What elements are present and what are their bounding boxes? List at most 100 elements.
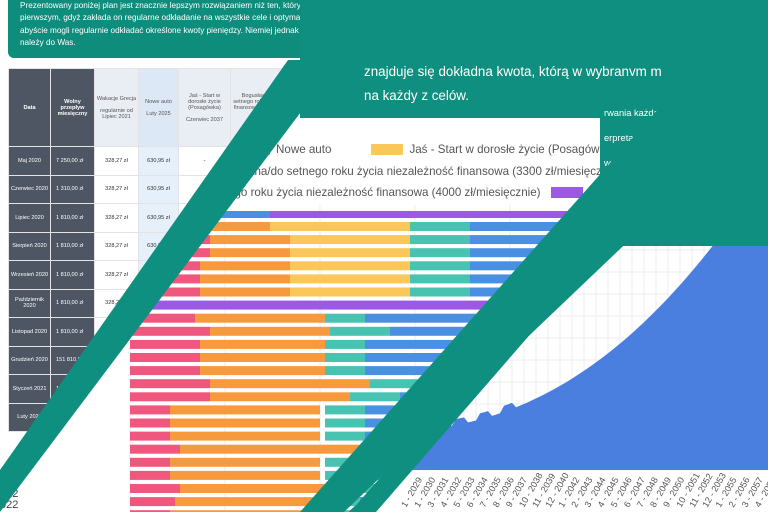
bar-segment-teal[interactable] — [315, 497, 360, 507]
bar-segment-yellow[interactable] — [290, 235, 410, 245]
bar-segment-blue[interactable] — [365, 366, 485, 376]
bar-segment-pink[interactable] — [130, 497, 175, 507]
bar-segment-orange[interactable] — [180, 484, 350, 493]
col-header-car: Nowe auto Luty 2025 — [138, 68, 179, 147]
bar-segment-teal[interactable] — [410, 261, 470, 271]
cell-car: 630,95 zł — [138, 203, 179, 233]
bar-segment-teal[interactable] — [410, 287, 470, 297]
cell-free-cash: 1 810,00 zł — [50, 317, 95, 347]
bar-segment-yellow[interactable] — [270, 222, 410, 231]
table-note-line: abyście mogli regularnie odkładać określ… — [20, 25, 299, 35]
cell-holiday: 328,27 zł — [94, 174, 139, 204]
bar-segment-teal[interactable] — [325, 339, 365, 349]
legend-label: Nowe auto — [276, 143, 332, 156]
bar-segment-orange[interactable] — [200, 366, 325, 376]
bars-note-line: m myszy na wybrany słupek pojawi się szc… — [364, 16, 667, 31]
col-header-holiday: Wakacje Grecja regularnie od Lipiec 2021 — [94, 68, 139, 147]
bar-segment-pink[interactable] — [130, 326, 210, 336]
table-note-line: Prezentowany poniżej plan jest znacznie … — [20, 1, 301, 10]
legend-swatch — [371, 144, 404, 155]
bar-segment-blue[interactable] — [365, 353, 485, 362]
bar-segment-orange[interactable] — [170, 405, 320, 415]
cell-free-cash: 1 810,00 zł — [50, 288, 95, 318]
cell-holiday: 328,27 zł — [94, 146, 139, 176]
bar-segment-pink[interactable] — [130, 418, 170, 428]
bar-segment-orange[interactable] — [195, 313, 325, 323]
bar-segment-orange[interactable] — [170, 431, 320, 441]
bar-segment-teal[interactable] — [325, 470, 365, 480]
bar-segment-yellow[interactable] — [290, 248, 410, 258]
bar-segment-pink[interactable] — [130, 339, 200, 349]
bar-segment-pink[interactable] — [130, 470, 170, 480]
bar-segment-pink[interactable] — [130, 484, 180, 493]
legend-label: Jaś - Start w dorosłe życie (Posagówka) — [409, 143, 616, 156]
bar-segment-pink[interactable] — [130, 313, 195, 323]
bar-segment-teal[interactable] — [325, 353, 365, 362]
cell-free-cash: 1 810,00 zł — [50, 260, 95, 290]
cell-free-cash: 1 310,00 zł — [50, 174, 95, 204]
bar-segment-pink[interactable] — [130, 379, 210, 389]
bar-segment-purple[interactable] — [510, 313, 530, 323]
bar-segment-orange[interactable] — [170, 470, 320, 480]
bar-segment-teal[interactable] — [325, 418, 365, 428]
cell-date: Październik 2020 — [8, 288, 51, 318]
bar-segment-blue[interactable] — [470, 222, 600, 231]
bar-segment-orange[interactable] — [200, 353, 325, 362]
bar-segment-teal[interactable] — [325, 366, 365, 376]
bar-segment-blue[interactable] — [190, 211, 270, 218]
bar-segment-purple[interactable] — [270, 211, 610, 218]
bar-segment-pink[interactable] — [130, 444, 180, 454]
bar-segment-orange[interactable] — [170, 457, 320, 467]
table-note-line: należy do Was. — [20, 37, 76, 47]
bar-segment-pink[interactable] — [130, 366, 200, 376]
bar-segment-teal[interactable] — [325, 405, 365, 415]
bar-segment-teal[interactable] — [370, 379, 420, 389]
bar-segment-orange[interactable] — [190, 222, 270, 231]
bar-segment-pink[interactable] — [130, 392, 210, 402]
legend-item-car[interactable]: Nowe auto Jaś - Start w dorosłe życie (P… — [238, 143, 616, 156]
bar-segment-teal[interactable] — [325, 313, 365, 323]
bar-segment-teal[interactable] — [350, 392, 400, 402]
bar-segment-blue[interactable] — [470, 235, 600, 245]
legend-item-boguslawa-4000[interactable]: ego roku życia niezależność finansowa (4… — [228, 186, 589, 199]
cell-date: Listopad 2020 — [8, 317, 51, 347]
bar-segment-orange[interactable] — [200, 287, 290, 297]
bar-segment-orange[interactable] — [210, 392, 350, 402]
bar-segment-orange[interactable] — [210, 379, 370, 389]
bar-segment-orange[interactable] — [175, 497, 315, 507]
bar-segment-yellow[interactable] — [290, 274, 410, 284]
bar-segment-yellow[interactable] — [290, 261, 410, 271]
bar-segment-teal[interactable] — [410, 274, 470, 284]
bar-segment-pink[interactable] — [130, 405, 170, 415]
table-note-line: pierwszym, gdyż zakłada on regularne odk… — [20, 13, 313, 23]
bar-segment-blue[interactable] — [390, 326, 470, 336]
cell-car: 630,95 zł — [138, 146, 179, 176]
bar-segment-teal[interactable] — [410, 222, 470, 231]
bar-segment-teal[interactable] — [325, 457, 365, 467]
bar-segment-teal[interactable] — [410, 235, 470, 245]
bar-segment-orange[interactable] — [200, 261, 290, 271]
bar-segment-pink[interactable] — [130, 353, 200, 362]
bar-segment-teal[interactable] — [330, 326, 390, 336]
bar-segment-blue[interactable] — [365, 313, 515, 323]
bar-segment-orange[interactable] — [170, 418, 320, 428]
bar-segment-orange[interactable] — [180, 444, 370, 454]
bar-segment-teal[interactable] — [410, 248, 470, 258]
cell-date: Grudzień 2020 — [8, 345, 51, 375]
bar-segment-pink[interactable] — [130, 287, 200, 297]
bar-segment-orange[interactable] — [210, 235, 290, 245]
bar-segment-orange[interactable] — [200, 274, 290, 284]
bar-segment-blue[interactable] — [365, 339, 485, 349]
bar-segment-yellow[interactable] — [290, 287, 410, 297]
bar-segment-teal[interactable] — [325, 431, 365, 441]
bar-segment-orange[interactable] — [210, 248, 290, 258]
bar-segment-purple[interactable] — [130, 300, 610, 310]
cell-holiday: 328,27 zł — [94, 203, 139, 233]
bar-segment-orange[interactable] — [210, 326, 330, 336]
bar-segment-blue[interactable] — [470, 248, 600, 258]
bar-segment-pink[interactable] — [130, 431, 170, 441]
bar-segment-pink[interactable] — [130, 457, 170, 467]
legend-item-boguslawa-3300[interactable]: ana/do setnego roku życia niezależność f… — [248, 165, 621, 178]
bar-segment-orange[interactable] — [200, 339, 325, 349]
cell-free-cash: 7 250,00 zł — [50, 146, 95, 176]
